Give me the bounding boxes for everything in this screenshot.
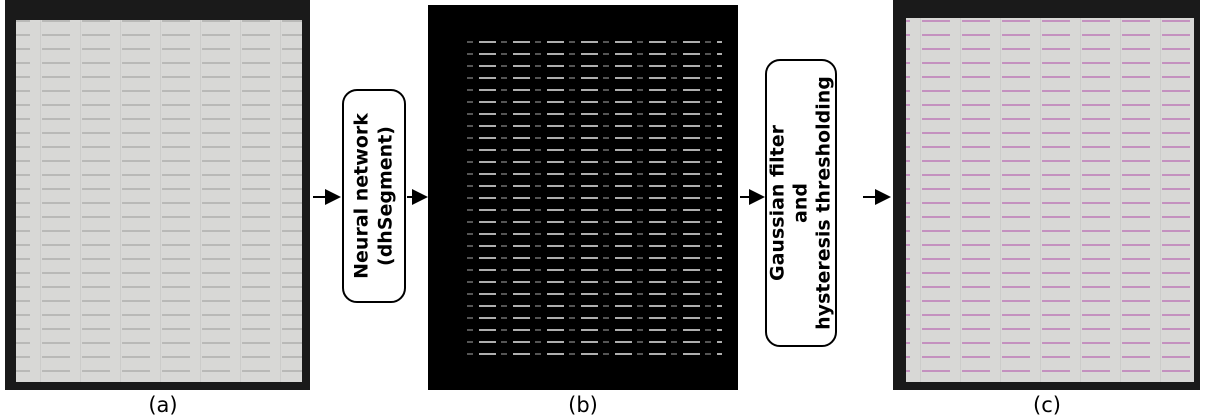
caption: (c) bbox=[1033, 393, 1061, 416]
panel-c: (c) bbox=[893, 0, 1200, 416]
step-box: Neural network (dhSegment) bbox=[343, 90, 405, 302]
step-label: and bbox=[790, 183, 812, 223]
pipeline-diagram: (a) Neural network (dhSegment) (b) Gauss… bbox=[0, 0, 1205, 416]
step-label: (dhSegment) bbox=[375, 126, 397, 266]
step-label: Neural network bbox=[351, 113, 373, 279]
panel-b: (b) bbox=[428, 5, 738, 416]
step-label: hysteresis thresholding bbox=[813, 76, 835, 330]
result-image bbox=[906, 18, 1194, 382]
page-image bbox=[16, 20, 302, 382]
caption: (a) bbox=[148, 393, 177, 416]
mask-lines bbox=[462, 38, 722, 360]
step-label: Gaussian filter bbox=[767, 124, 789, 281]
step-box: Gaussian filter and hysteresis threshold… bbox=[766, 60, 836, 346]
caption: (b) bbox=[568, 393, 598, 416]
panel-a: (a) bbox=[5, 0, 310, 416]
